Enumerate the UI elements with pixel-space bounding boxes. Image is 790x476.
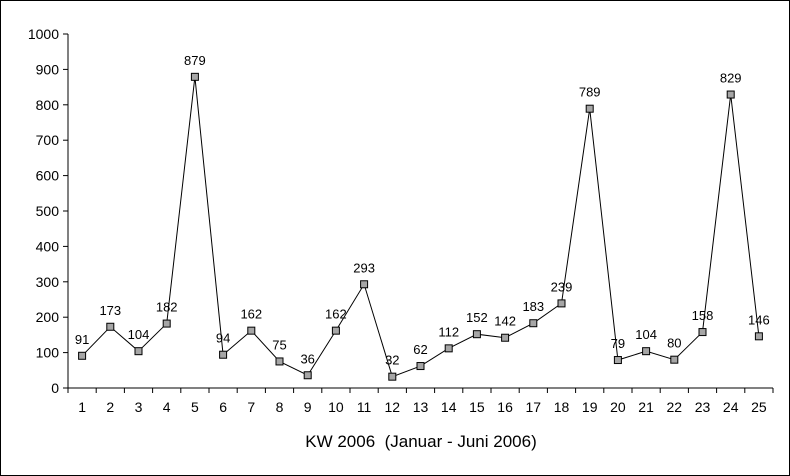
- x-tick-label: 13: [413, 399, 429, 415]
- data-label: 36: [300, 351, 314, 366]
- x-tick-label: 1: [78, 399, 86, 415]
- data-point: [134, 347, 143, 356]
- data-label: 152: [466, 310, 488, 325]
- data-label: 146: [748, 312, 770, 327]
- data-label: 182: [156, 300, 178, 315]
- data-point: [613, 356, 622, 365]
- x-tick-label: 25: [751, 399, 767, 415]
- data-point: [472, 330, 481, 339]
- data-label: 80: [667, 336, 681, 351]
- data-label: 62: [413, 342, 427, 357]
- data-label: 162: [240, 307, 262, 322]
- y-tick-label: 200: [36, 309, 60, 325]
- data-label: 183: [522, 299, 544, 314]
- x-tick-label: 15: [469, 399, 485, 415]
- x-tick-label: 6: [219, 399, 227, 415]
- data-markers: [78, 72, 763, 381]
- y-tick-label: 400: [36, 238, 60, 254]
- x-tick-label: 11: [357, 399, 372, 415]
- data-point: [303, 371, 312, 380]
- data-point: [219, 350, 228, 359]
- x-tick-label: 14: [441, 399, 457, 415]
- data-label: 94: [216, 331, 230, 346]
- x-tick-label: 17: [526, 399, 542, 415]
- data-label: 879: [184, 53, 206, 68]
- x-tick-label: 4: [163, 399, 171, 415]
- data-point: [78, 351, 87, 360]
- data-label: 112: [438, 324, 459, 339]
- x-tick-label: 7: [247, 399, 255, 415]
- data-label: 158: [692, 308, 714, 323]
- data-label: 91: [75, 332, 89, 347]
- data-point: [444, 344, 453, 353]
- data-point: [585, 104, 594, 113]
- data-label: 75: [272, 337, 286, 352]
- data-label: 239: [551, 279, 573, 294]
- data-labels: 91 173 104 182 879 94 162 75 36 162 293 32 62 112 152 1…: [75, 53, 770, 368]
- series-line: [81, 76, 760, 378]
- data-point: [529, 319, 538, 328]
- data-point: [275, 357, 284, 366]
- data-point: [698, 328, 707, 337]
- data-label: 829: [720, 71, 742, 86]
- data-point: [162, 319, 171, 328]
- x-axis-title: KW 2006 (Januar - Juni 2006): [305, 432, 537, 451]
- data-label: 173: [99, 303, 121, 318]
- data-point: [557, 299, 566, 308]
- data-point: [360, 280, 369, 289]
- y-axis-ticks: 0 100 200 300 400 500 600 700 800 900 1000: [28, 26, 68, 396]
- data-label: 32: [385, 353, 399, 368]
- x-axis-ticks: 1 2 3 4 5 6 7 8 9 10 11 12 13 14 15 16 17 18 19 20 21 22 23 24 2…: [67, 388, 774, 415]
- x-tick-label: 2: [106, 399, 114, 415]
- x-tick-label: 5: [191, 399, 199, 415]
- y-tick-label: 500: [36, 203, 60, 219]
- data-point: [642, 347, 651, 356]
- x-tick-label: 10: [328, 399, 344, 415]
- y-tick-label: 300: [36, 274, 60, 290]
- data-label: 162: [325, 307, 347, 322]
- y-tick-label: 800: [36, 97, 60, 113]
- data-label: 104: [635, 327, 657, 342]
- y-tick-label: 100: [36, 345, 60, 361]
- y-tick-label: 1000: [28, 26, 59, 42]
- data-label: 104: [128, 327, 150, 342]
- data-label: 789: [579, 85, 601, 100]
- data-label: 142: [494, 314, 516, 329]
- data-point: [247, 326, 256, 335]
- x-tick-label: 18: [554, 399, 570, 415]
- data-point: [416, 362, 425, 371]
- data-label: 79: [611, 336, 625, 351]
- x-tick-label: 24: [723, 399, 739, 415]
- x-tick-label: 21: [638, 399, 654, 415]
- x-tick-label: 9: [304, 399, 312, 415]
- data-point: [754, 332, 763, 341]
- data-point: [388, 372, 397, 381]
- data-point: [331, 326, 340, 335]
- x-tick-label: 12: [385, 399, 401, 415]
- y-tick-label: 900: [36, 61, 60, 77]
- data-label: 293: [353, 260, 375, 275]
- x-tick-label: 23: [695, 399, 711, 415]
- x-tick-label: 3: [135, 399, 143, 415]
- x-tick-label: 16: [497, 399, 513, 415]
- data-point: [190, 72, 199, 81]
- data-point: [501, 333, 510, 342]
- x-tick-label: 20: [610, 399, 626, 415]
- x-tick-label: 8: [276, 399, 284, 415]
- y-tick-label: 700: [36, 132, 60, 148]
- x-tick-label: 22: [667, 399, 683, 415]
- y-tick-label: 0: [51, 380, 59, 396]
- y-tick-label: 600: [36, 168, 60, 184]
- data-point: [670, 355, 679, 364]
- data-point: [726, 90, 735, 99]
- x-tick-label: 19: [582, 399, 598, 415]
- data-point: [106, 322, 115, 331]
